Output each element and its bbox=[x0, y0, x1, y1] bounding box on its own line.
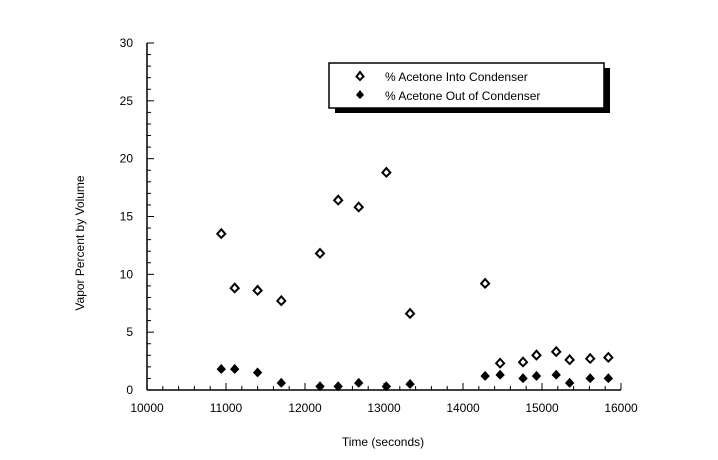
point-acetone-into bbox=[332, 194, 344, 206]
point-acetone-into bbox=[494, 357, 506, 369]
y-tick-label: 10 bbox=[120, 267, 134, 281]
point-acetone-out bbox=[252, 367, 263, 378]
x-tick-label: 15000 bbox=[525, 401, 559, 415]
point-acetone-into bbox=[564, 353, 576, 366]
point-acetone-into bbox=[275, 294, 287, 307]
legend-box bbox=[328, 62, 605, 109]
x-axis-label: Time (seconds) bbox=[342, 435, 424, 449]
y-tick-label: 30 bbox=[120, 36, 134, 50]
y-axis-label: Vapor Percent by Volume bbox=[73, 175, 87, 311]
point-acetone-out bbox=[518, 373, 528, 384]
legend: % Acetone Into Condenser % Acetone Out o… bbox=[328, 62, 610, 113]
point-acetone-out bbox=[333, 381, 343, 392]
point-acetone-into bbox=[550, 345, 562, 358]
y-tick-label: 25 bbox=[120, 94, 134, 108]
point-acetone-into bbox=[215, 227, 227, 240]
legend-marker-filled-diamond bbox=[356, 90, 364, 99]
y-tick-label: 5 bbox=[126, 325, 133, 339]
data-points bbox=[215, 166, 614, 392]
point-acetone-out bbox=[495, 369, 505, 380]
point-acetone-into bbox=[252, 284, 263, 296]
y-tick-label: 15 bbox=[120, 210, 134, 224]
point-acetone-out bbox=[354, 377, 364, 388]
point-acetone-into bbox=[479, 277, 491, 290]
point-acetone-out bbox=[381, 381, 392, 392]
point-acetone-into bbox=[531, 349, 542, 361]
point-acetone-out bbox=[603, 373, 614, 384]
axes bbox=[146, 42, 622, 391]
point-acetone-into bbox=[229, 282, 241, 294]
legend-label-out: % Acetone Out of Condenser bbox=[385, 89, 540, 103]
point-acetone-into bbox=[380, 166, 392, 178]
point-acetone-out bbox=[276, 377, 286, 388]
x-tick-label: 14000 bbox=[446, 401, 480, 415]
point-acetone-into bbox=[602, 351, 614, 364]
point-acetone-out bbox=[564, 377, 575, 388]
legend-label-into: % Acetone Into Condenser bbox=[385, 70, 528, 84]
legend-marker-open-diamond bbox=[355, 70, 365, 82]
point-acetone-into bbox=[517, 356, 529, 368]
point-acetone-into bbox=[584, 352, 596, 365]
point-acetone-out bbox=[480, 370, 490, 381]
point-acetone-out bbox=[551, 369, 561, 380]
point-acetone-into bbox=[404, 307, 416, 320]
x-tick-label: 16000 bbox=[604, 401, 638, 415]
x-tick-label: 10000 bbox=[130, 401, 164, 415]
y-tick-label: 0 bbox=[126, 383, 133, 397]
point-acetone-out bbox=[405, 378, 415, 389]
point-acetone-out bbox=[585, 373, 595, 384]
point-acetone-out bbox=[216, 363, 226, 374]
x-tick-label: 11000 bbox=[210, 401, 243, 415]
x-tick-labels: 10000 11000 12000 13000 14000 15000 16000 bbox=[130, 401, 638, 415]
x-tick-label: 13000 bbox=[367, 401, 401, 415]
point-acetone-out bbox=[230, 363, 240, 374]
y-tick-labels: 0 5 10 15 20 25 30 bbox=[120, 36, 134, 397]
point-acetone-into bbox=[353, 201, 365, 213]
x-tick-label: 12000 bbox=[288, 401, 322, 415]
point-acetone-out bbox=[315, 381, 325, 392]
point-acetone-into bbox=[314, 247, 326, 259]
point-acetone-out bbox=[531, 370, 542, 381]
y-tick-label: 20 bbox=[120, 152, 134, 166]
